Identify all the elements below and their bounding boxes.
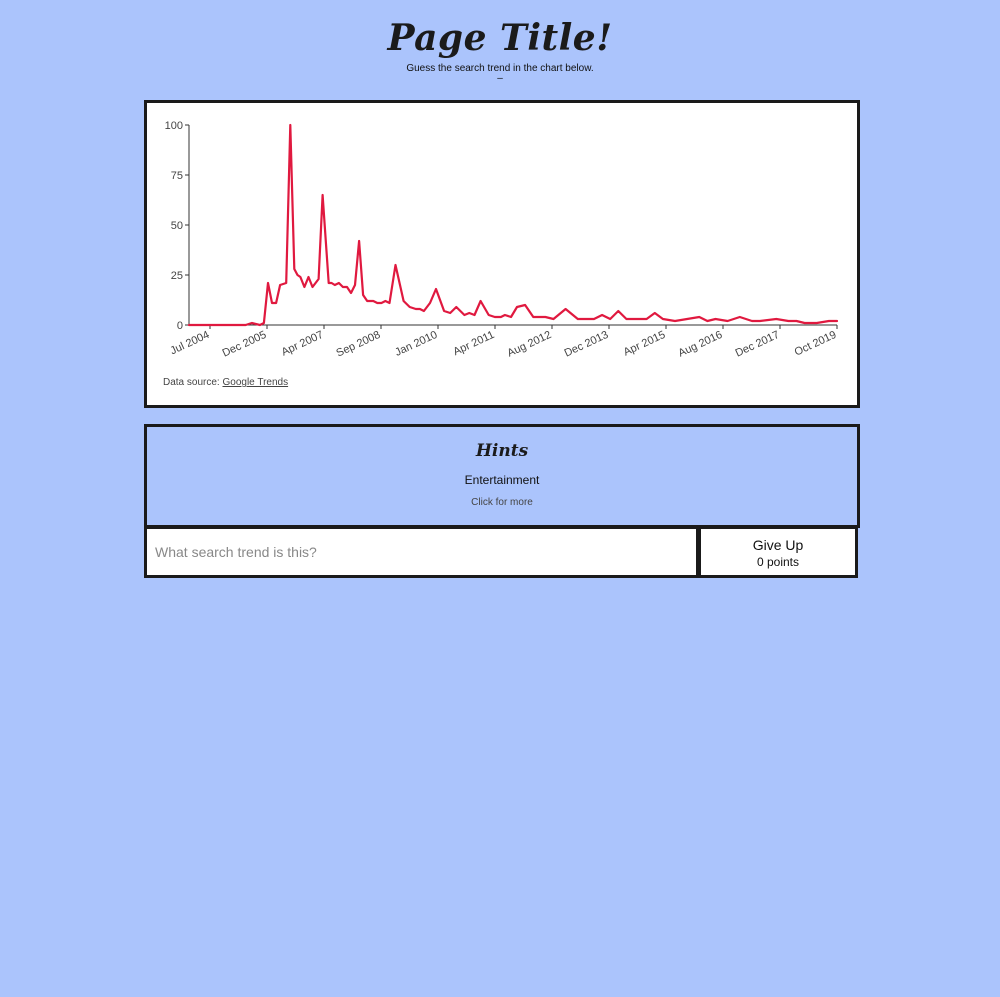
x-tick-label: Aug 2012	[506, 329, 554, 360]
x-tick-label: Jul 2004	[168, 329, 211, 357]
data-source-label: Data source:	[163, 377, 223, 388]
give-up-label: Give Up	[752, 537, 804, 553]
hints-title: Hints	[475, 441, 529, 461]
x-tick-label: Dec 2017	[734, 329, 782, 360]
x-tick-label: Sep 2008	[335, 329, 383, 360]
guess-input[interactable]	[147, 529, 696, 575]
page-subtitle: Guess the search trend in the chart belo…	[406, 63, 594, 74]
y-tick-label: 75	[171, 170, 183, 182]
x-tick-label: Apr 2015	[622, 329, 668, 359]
points-counter: 0 points	[756, 555, 800, 569]
answer-row: Give Up 0 points	[144, 526, 860, 578]
y-tick-label: 100	[165, 120, 183, 132]
x-tick-label: Dec 2005	[221, 329, 269, 360]
y-tick-label: 25	[171, 270, 183, 282]
data-source: Data source: Google Trends	[163, 377, 288, 388]
x-tick-label: Jan 2010	[393, 329, 439, 359]
x-tick-label: Dec 2013	[563, 329, 611, 360]
page-title: Page Title!	[387, 17, 613, 59]
x-tick-label: Apr 2007	[280, 329, 326, 359]
hints-panel[interactable]: Hints Entertainment Click for more	[144, 424, 860, 528]
google-trends-link[interactable]: Google Trends	[222, 377, 289, 388]
x-tick-label: Apr 2011	[451, 329, 496, 358]
chart-panel: 0 25 50 75 100 Jul 2004 Dec 2005 Apr 2007 Sep 20…	[144, 100, 860, 408]
y-tick-label: 0	[177, 320, 183, 332]
x-tick-label: Oct 2019	[793, 329, 839, 359]
hint-more-link[interactable]: Click for more	[471, 497, 533, 508]
guess-box	[144, 526, 699, 578]
subtitle-dash: –	[497, 73, 503, 84]
x-tick-label: Aug 2016	[677, 329, 725, 360]
y-tick-label: 50	[171, 220, 183, 232]
header: Page Title! Guess the search trend in th…	[0, 0, 1000, 84]
trend-line	[187, 123, 839, 327]
hint-category: Entertainment	[464, 473, 540, 487]
give-up-button[interactable]: Give Up 0 points	[698, 526, 858, 578]
trend-chart: 0 25 50 75 100 Jul 2004 Dec 2005 Apr 2007 Sep 20…	[165, 120, 839, 360]
